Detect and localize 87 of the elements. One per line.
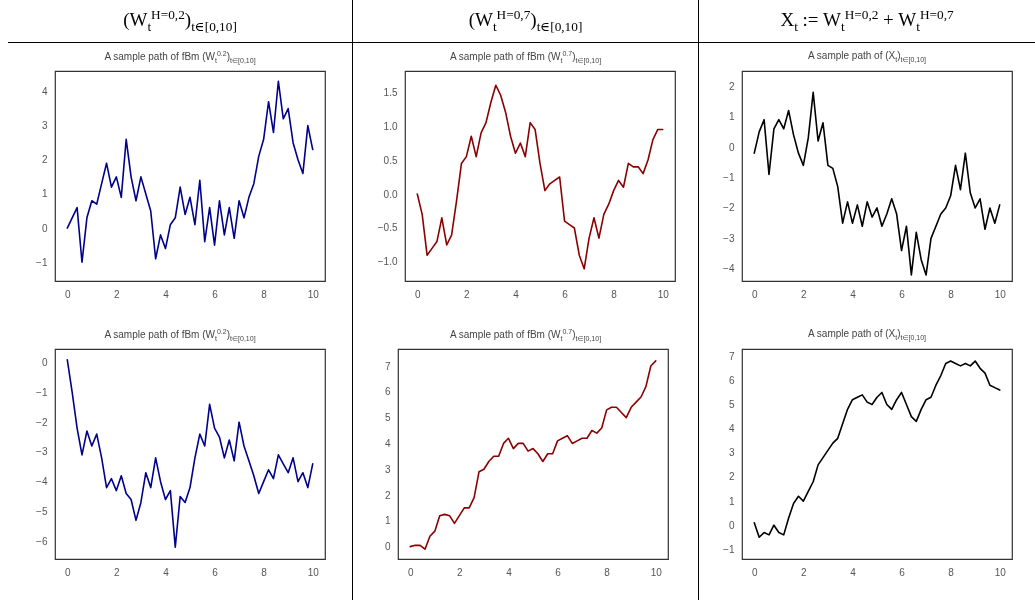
y-tick-label: 1 bbox=[728, 495, 735, 507]
chart-title: A sample path of (X$_{t}$)$_{t∈[0,10]}$ bbox=[807, 328, 927, 344]
y-tick-label: 1 bbox=[384, 515, 391, 527]
x-tick-label: 0 bbox=[64, 566, 71, 578]
x-tick-label: 4 bbox=[850, 566, 857, 578]
x-tick-label: 8 bbox=[603, 566, 610, 578]
x-tick-label: 4 bbox=[505, 566, 512, 578]
x-tick-label: 6 bbox=[554, 566, 561, 578]
y-tick-label: −2 bbox=[36, 416, 48, 428]
y-tick-label: −5 bbox=[36, 505, 48, 517]
x-tick-label: 8 bbox=[948, 566, 955, 578]
x-tick-label: 8 bbox=[261, 566, 268, 578]
chart-title: (W$_{t}$$^{H=0,2}$)$_{t∈[0,10]}$ bbox=[123, 6, 237, 36]
y-tick-label: 7 bbox=[384, 360, 391, 372]
y-tick-label: −4 bbox=[723, 263, 735, 275]
y-tick-label: −1 bbox=[36, 256, 48, 268]
x-tick-label: 4 bbox=[512, 288, 519, 300]
y-tick-label: 3 bbox=[728, 447, 735, 459]
x-tick-label: 4 bbox=[850, 288, 857, 300]
x-tick-label: 6 bbox=[899, 288, 906, 300]
y-tick-label: −1 bbox=[36, 386, 48, 398]
y-tick-label: −1 bbox=[723, 172, 735, 184]
x-tick-label: 6 bbox=[212, 566, 219, 578]
y-tick-label: 7 bbox=[728, 350, 735, 362]
y-tick-label: 4 bbox=[728, 423, 735, 435]
y-tick-label: 0 bbox=[384, 541, 391, 553]
y-tick-label: −3 bbox=[723, 232, 735, 244]
y-tick-label: 0 bbox=[41, 222, 48, 234]
y-tick-label: 4 bbox=[384, 437, 391, 449]
chart-subtitle: A sample path of fBm (W$_{t}$$^{0.2}$)$_{t∈[0,10]}$ bbox=[104, 50, 256, 66]
x-tick-label: 10 bbox=[307, 288, 320, 300]
y-tick-label: 2 bbox=[728, 80, 735, 92]
x-tick-label: 2 bbox=[456, 566, 463, 578]
y-tick-label: −3 bbox=[36, 446, 48, 458]
x-tick-label: 8 bbox=[610, 288, 617, 300]
y-tick-label: 6 bbox=[384, 386, 391, 398]
y-tick-label: −2 bbox=[723, 202, 735, 214]
x-tick-label: 0 bbox=[751, 566, 758, 578]
chart-subtitle: A sample path of fBm (W$_{t}$$^{0.7}$)$_{t∈[0,10]}$ bbox=[449, 50, 602, 66]
chart-title: A sample path of fBm (W$_{t}$$^{0.2}$)$_{t∈[0,10]}$ bbox=[104, 328, 256, 344]
y-tick-label: 0 bbox=[728, 519, 735, 531]
x-tick-label: 10 bbox=[650, 566, 662, 578]
x-tick-label: 8 bbox=[261, 288, 268, 300]
y-tick-label: −6 bbox=[36, 535, 48, 547]
y-tick-label: 0 bbox=[41, 357, 48, 369]
y-tick-label: 5 bbox=[728, 399, 735, 411]
y-tick-label: −1.0 bbox=[377, 256, 398, 268]
x-tick-label: 6 bbox=[899, 566, 906, 578]
x-tick-label: 2 bbox=[114, 566, 121, 578]
y-tick-label: 5 bbox=[384, 412, 391, 424]
x-tick-label: 0 bbox=[407, 566, 414, 578]
y-tick-label: 2 bbox=[728, 471, 735, 483]
y-tick-label: 3 bbox=[384, 463, 391, 475]
x-tick-label: 4 bbox=[163, 566, 170, 578]
x-tick-label: 6 bbox=[561, 288, 568, 300]
x-tick-label: 10 bbox=[994, 566, 1007, 578]
y-tick-label: 3 bbox=[41, 120, 48, 132]
y-tick-label: 2 bbox=[384, 489, 391, 501]
y-tick-label: 1.0 bbox=[383, 120, 398, 132]
x-tick-label: 2 bbox=[801, 566, 808, 578]
y-tick-label: 0.0 bbox=[383, 188, 398, 200]
chart-subtitle: A sample path of (X$_{t}$)$_{t∈[0,10]}$ bbox=[807, 50, 927, 66]
chart-title: A sample path of fBm (W$_{t}$$^{0.7}$)$_{t∈[0,10]}$ bbox=[449, 328, 602, 344]
x-tick-label: 0 bbox=[751, 288, 758, 300]
x-tick-label: 10 bbox=[307, 566, 320, 578]
x-tick-label: 0 bbox=[64, 288, 71, 300]
y-tick-label: 1.5 bbox=[383, 86, 398, 98]
x-tick-label: 2 bbox=[114, 288, 121, 300]
y-tick-label: 0 bbox=[728, 141, 735, 153]
y-tick-label: 4 bbox=[41, 85, 48, 97]
y-tick-label: 0.5 bbox=[383, 154, 398, 166]
x-tick-label: 8 bbox=[948, 288, 955, 300]
y-tick-label: −1 bbox=[723, 543, 735, 555]
x-tick-label: 2 bbox=[801, 288, 808, 300]
y-tick-label: 6 bbox=[728, 374, 735, 386]
x-tick-label: 6 bbox=[212, 288, 219, 300]
chart-title: (W$_{t}$$^{H=0,7}$)$_{t∈[0,10]}$ bbox=[468, 6, 583, 36]
x-tick-label: 10 bbox=[657, 288, 669, 300]
y-tick-label: −0.5 bbox=[377, 222, 398, 234]
y-tick-label: 1 bbox=[728, 111, 735, 123]
x-tick-label: 4 bbox=[163, 288, 170, 300]
y-tick-label: −4 bbox=[36, 476, 48, 488]
x-tick-label: 2 bbox=[463, 288, 470, 300]
y-tick-label: 2 bbox=[41, 154, 48, 166]
y-tick-label: 1 bbox=[41, 188, 48, 200]
x-tick-label: 10 bbox=[994, 288, 1007, 300]
x-tick-label: 0 bbox=[414, 288, 421, 300]
